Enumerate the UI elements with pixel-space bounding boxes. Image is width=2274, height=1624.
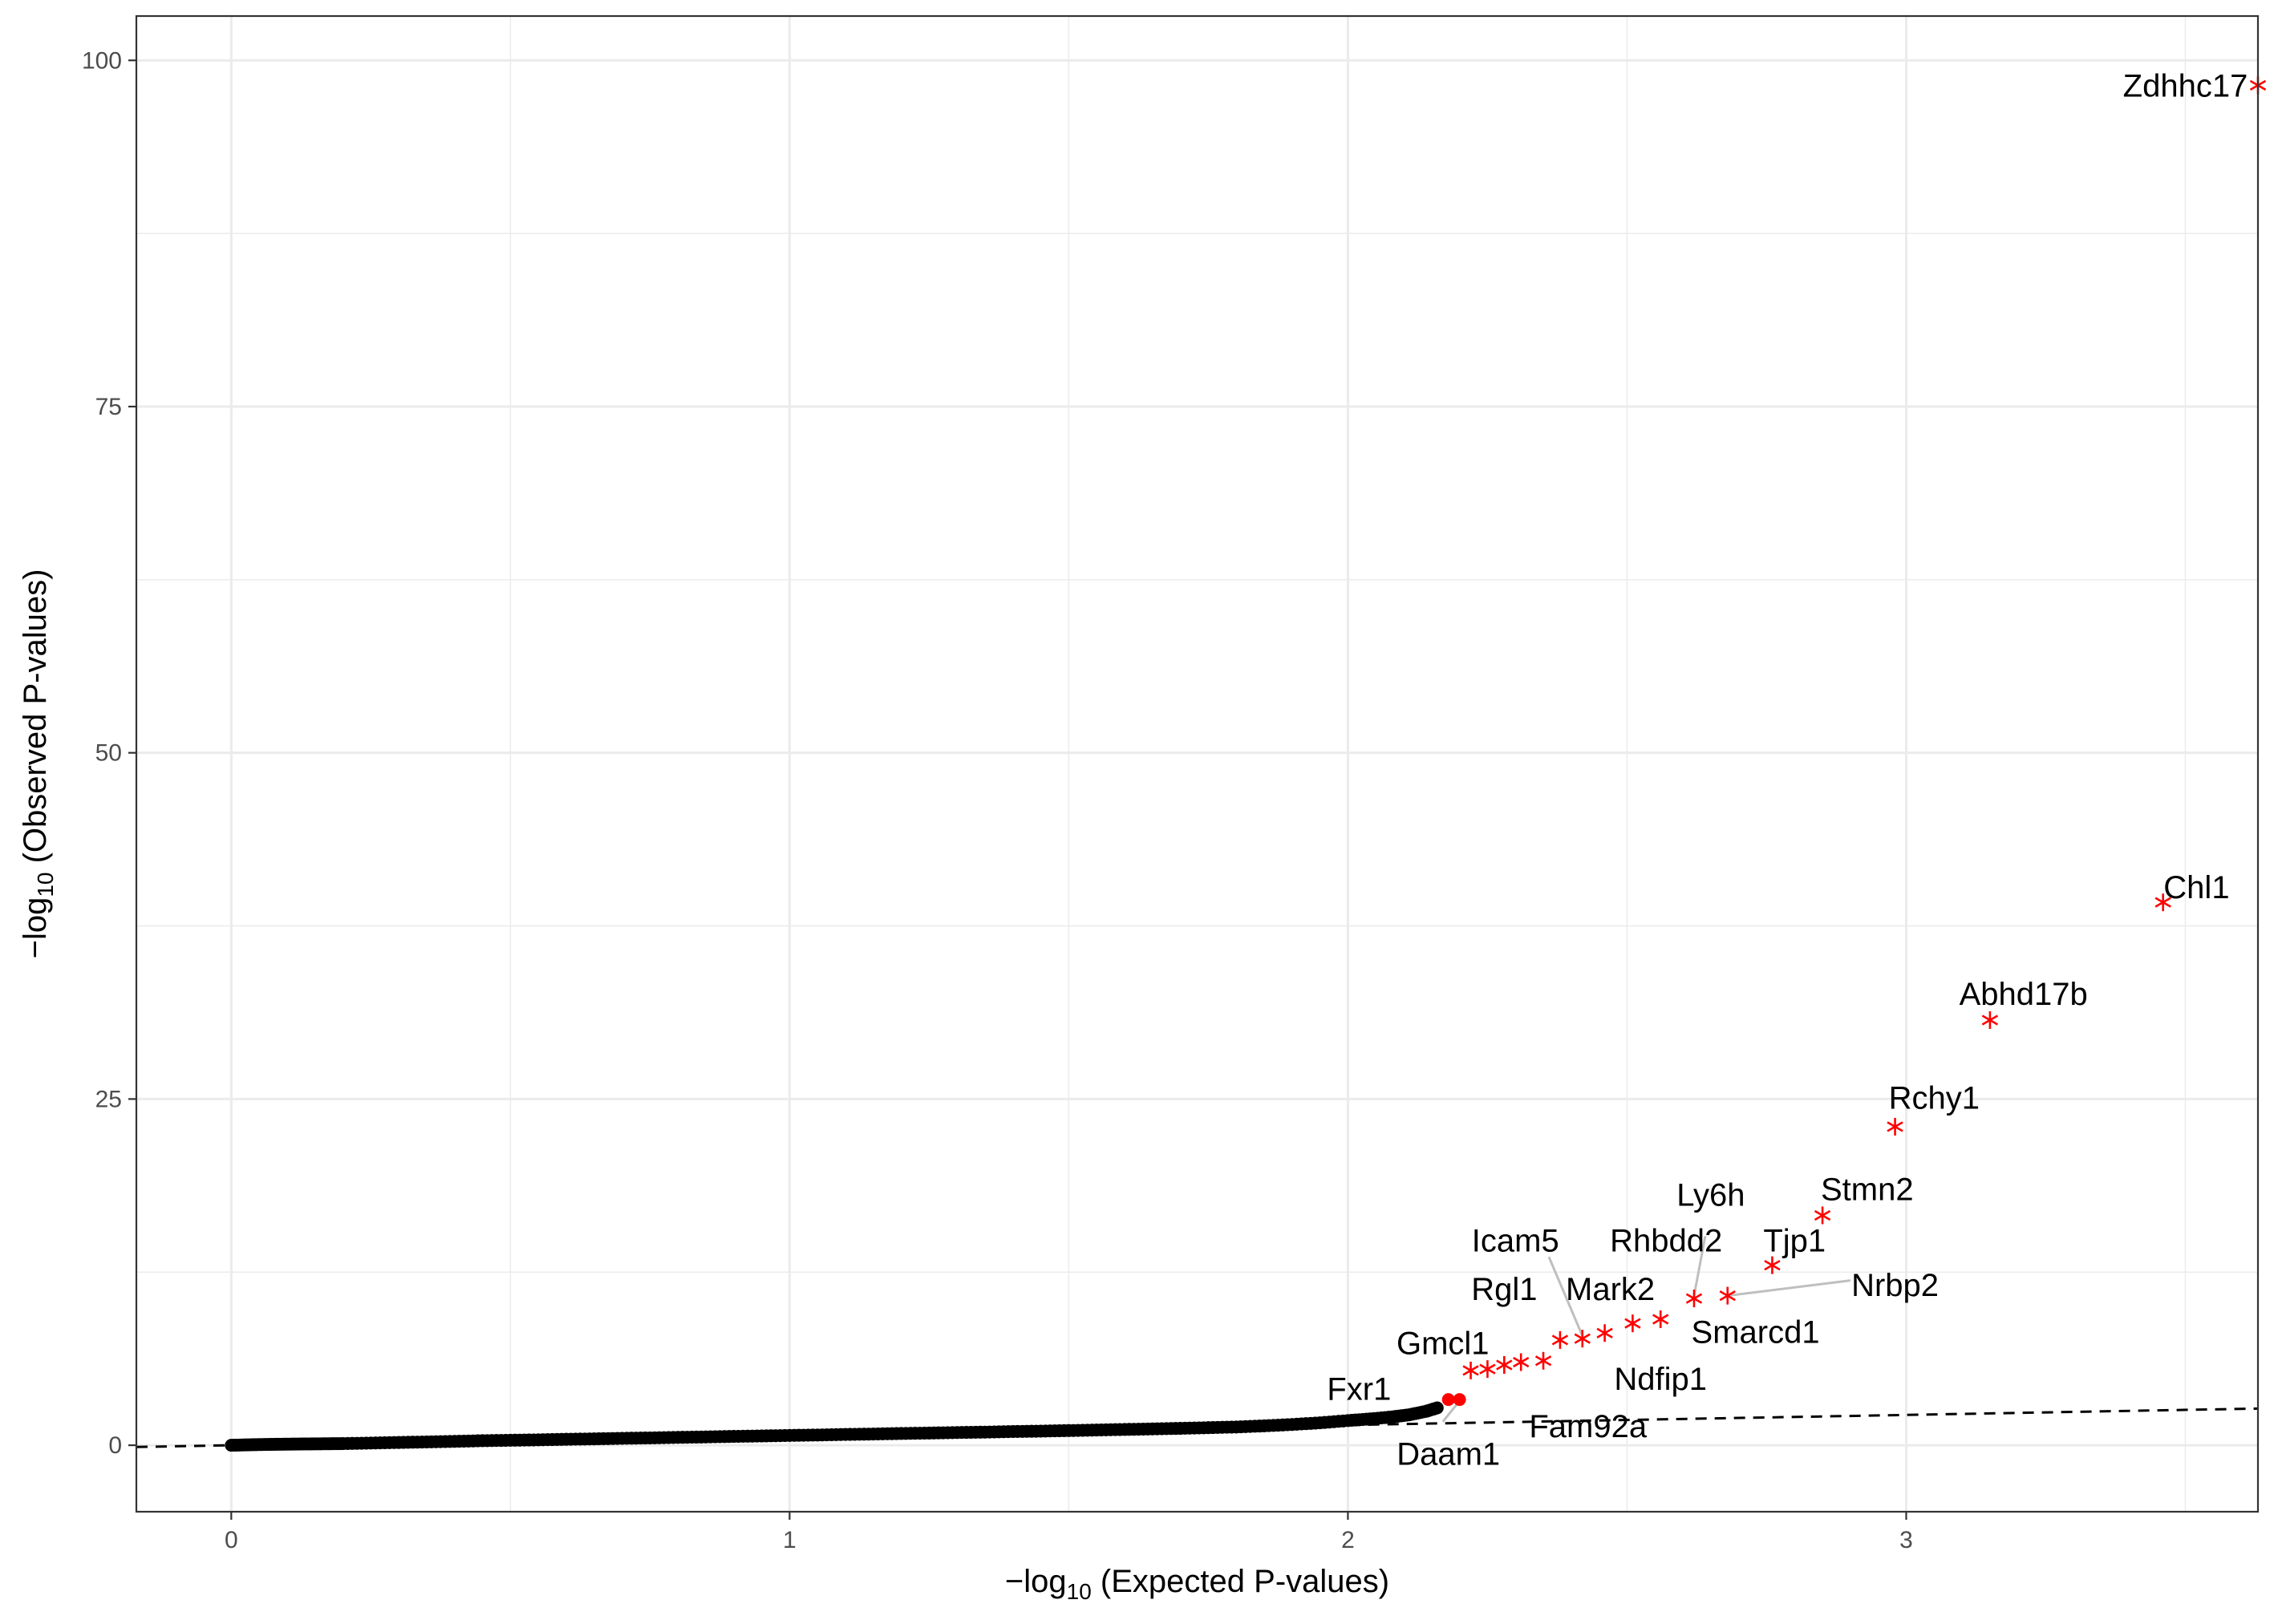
x-tick-label: 0 bbox=[225, 1527, 238, 1553]
highlight-point-asterisk bbox=[1513, 1353, 1530, 1371]
gene-label: Stmn2 bbox=[1821, 1172, 1914, 1208]
gene-label: Tjp1 bbox=[1763, 1224, 1826, 1259]
x-axis-title-sub: 10 bbox=[1067, 1579, 1092, 1604]
y-axis-title-prefix: −log bbox=[18, 897, 53, 959]
label-connector bbox=[1727, 1279, 1851, 1298]
highlight-point-asterisk bbox=[1496, 1355, 1513, 1374]
y-axis-title: −log10 (Observed P-values) bbox=[18, 569, 58, 959]
y-tick-label: 0 bbox=[108, 1432, 122, 1459]
highlight-point-asterisk bbox=[2154, 893, 2171, 912]
highlight-point-asterisk bbox=[1574, 1330, 1591, 1348]
highlight-point-asterisk bbox=[1551, 1330, 1569, 1349]
background-point bbox=[1430, 1401, 1444, 1415]
gene-label: Smarcd1 bbox=[1692, 1315, 1820, 1351]
x-tick-label: 1 bbox=[783, 1527, 797, 1553]
label-connectors bbox=[1441, 1236, 1851, 1423]
highlight-point-asterisk bbox=[1887, 1117, 1903, 1136]
y-tick-label: 50 bbox=[95, 740, 122, 767]
highlight-point-asterisk bbox=[1596, 1324, 1613, 1343]
y-tick-label: 100 bbox=[82, 47, 122, 74]
label-connector bbox=[1692, 1236, 1707, 1296]
gene-label: Nrbp2 bbox=[1851, 1268, 1939, 1303]
gene-label: Rchy1 bbox=[1889, 1081, 1980, 1116]
gene-label: Zdhhc17 bbox=[2123, 68, 2248, 103]
gene-label: Fam92a bbox=[1529, 1409, 1647, 1444]
axes: 0 1 2 3 0 25 50 75 100 bbox=[82, 47, 1913, 1553]
x-axis-title: −log10 (Expected P-values) bbox=[1005, 1564, 1389, 1604]
data-points bbox=[225, 76, 2267, 1452]
panel-border bbox=[135, 14, 2260, 1513]
highlight-point bbox=[1441, 1393, 1455, 1407]
gene-label: Icam5 bbox=[1472, 1224, 1559, 1259]
highlight-point-asterisk bbox=[1624, 1314, 1641, 1333]
gene-label: Ly6h bbox=[1676, 1178, 1745, 1213]
gene-labels: Zdhhc17 Chl1 Abhd17b Rchy1 Stmn2 Ly6h Tjp1 Rhbd… bbox=[1327, 68, 2248, 1472]
highlight-point-asterisk bbox=[1462, 1361, 1479, 1379]
x-axis-title-suffix: (Expected P-values) bbox=[1092, 1564, 1389, 1599]
gene-label: Fxr1 bbox=[1327, 1371, 1391, 1407]
gene-label: Abhd17b bbox=[1960, 977, 2088, 1012]
x-tick-label: 2 bbox=[1341, 1527, 1355, 1553]
x-tick-label: 3 bbox=[1899, 1527, 1913, 1553]
gene-label: Chl1 bbox=[2163, 870, 2229, 905]
highlight-point-asterisk bbox=[1981, 1010, 1999, 1029]
highlight-point-asterisk bbox=[1719, 1286, 1736, 1305]
y-tick-label: 25 bbox=[95, 1086, 122, 1112]
grid-lines bbox=[136, 16, 2258, 1512]
y-axis-title-suffix: (Observed P-values) bbox=[18, 569, 53, 873]
highlight-point-asterisk bbox=[1685, 1290, 1703, 1308]
y-tick-label: 75 bbox=[95, 394, 122, 420]
highlight-point bbox=[1453, 1393, 1466, 1407]
gene-label: Daam1 bbox=[1396, 1436, 1500, 1472]
gene-label: Rgl1 bbox=[1471, 1272, 1537, 1307]
highlight-point-asterisk bbox=[1652, 1310, 1669, 1328]
highlight-point-asterisk bbox=[1814, 1206, 1831, 1225]
highlight-point-asterisk bbox=[1479, 1360, 1496, 1379]
label-connector bbox=[1547, 1256, 1584, 1337]
highlight-point-asterisk bbox=[1534, 1351, 1552, 1370]
y-axis-title-sub: 10 bbox=[33, 873, 58, 897]
highlight-point-asterisk bbox=[1764, 1256, 1781, 1274]
gene-label: Rhbdd2 bbox=[1610, 1224, 1722, 1259]
gene-label: Gmcl1 bbox=[1396, 1326, 1490, 1361]
x-axis-title-prefix: −log bbox=[1005, 1564, 1067, 1599]
gene-label: Ndfip1 bbox=[1614, 1362, 1707, 1397]
gene-label: Mark2 bbox=[1566, 1272, 1655, 1307]
